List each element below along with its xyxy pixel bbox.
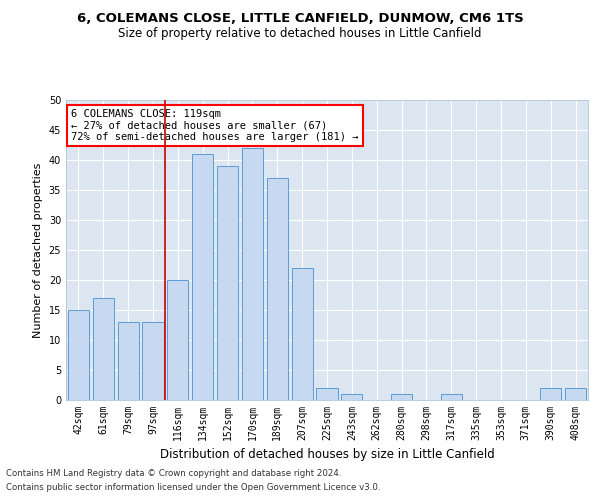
X-axis label: Distribution of detached houses by size in Little Canfield: Distribution of detached houses by size … [160,448,494,462]
Y-axis label: Number of detached properties: Number of detached properties [33,162,43,338]
Text: 6, COLEMANS CLOSE, LITTLE CANFIELD, DUNMOW, CM6 1TS: 6, COLEMANS CLOSE, LITTLE CANFIELD, DUNM… [77,12,523,26]
Bar [391,394,412,400]
Text: Contains public sector information licensed under the Open Government Licence v3: Contains public sector information licen… [6,484,380,492]
Bar [118,322,139,400]
Bar [68,310,89,400]
Bar [540,388,561,400]
Bar [167,280,188,400]
Bar [292,268,313,400]
Bar [267,178,288,400]
Bar [242,148,263,400]
Bar [93,298,114,400]
Text: Size of property relative to detached houses in Little Canfield: Size of property relative to detached ho… [118,28,482,40]
Bar [142,322,164,400]
Bar [341,394,362,400]
Bar [316,388,338,400]
Bar [217,166,238,400]
Bar [565,388,586,400]
Text: 6 COLEMANS CLOSE: 119sqm
← 27% of detached houses are smaller (67)
72% of semi-d: 6 COLEMANS CLOSE: 119sqm ← 27% of detach… [71,109,359,142]
Bar [192,154,213,400]
Bar [441,394,462,400]
Text: Contains HM Land Registry data © Crown copyright and database right 2024.: Contains HM Land Registry data © Crown c… [6,468,341,477]
